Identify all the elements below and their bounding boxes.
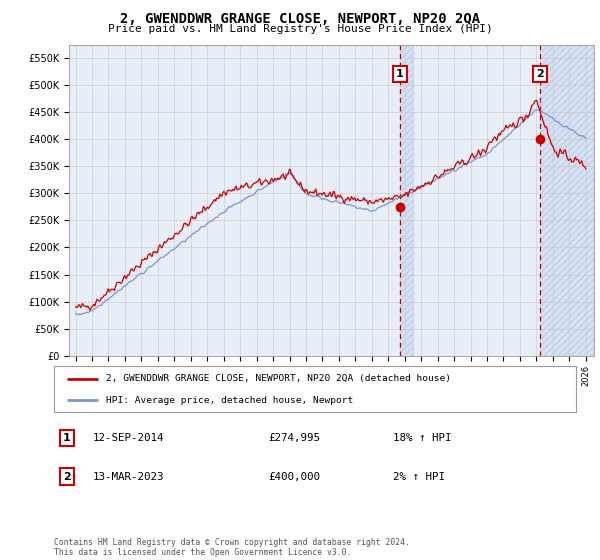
Text: HPI: Average price, detached house, Newport: HPI: Average price, detached house, Newp… (106, 395, 353, 405)
Text: 2% ↑ HPI: 2% ↑ HPI (394, 472, 445, 482)
Text: 2: 2 (536, 69, 544, 80)
Bar (400, 45, 413, 356)
Bar (400, 45, 413, 356)
Text: 13-MAR-2023: 13-MAR-2023 (93, 472, 164, 482)
Text: £400,000: £400,000 (268, 472, 320, 482)
Text: 1: 1 (63, 433, 71, 443)
Bar (540, 45, 594, 356)
Text: Price paid vs. HM Land Registry's House Price Index (HPI): Price paid vs. HM Land Registry's House … (107, 24, 493, 34)
Bar (540, 45, 594, 356)
Text: 18% ↑ HPI: 18% ↑ HPI (394, 433, 452, 443)
Text: 12-SEP-2014: 12-SEP-2014 (93, 433, 164, 443)
Text: £274,995: £274,995 (268, 433, 320, 443)
FancyBboxPatch shape (54, 366, 576, 412)
Text: 1: 1 (396, 69, 404, 80)
Text: 2, GWENDDWR GRANGE CLOSE, NEWPORT, NP20 2QA (detached house): 2, GWENDDWR GRANGE CLOSE, NEWPORT, NP20 … (106, 374, 451, 383)
Text: 2: 2 (63, 472, 71, 482)
Text: Contains HM Land Registry data © Crown copyright and database right 2024.
This d: Contains HM Land Registry data © Crown c… (54, 538, 410, 557)
Text: 2, GWENDDWR GRANGE CLOSE, NEWPORT, NP20 2QA: 2, GWENDDWR GRANGE CLOSE, NEWPORT, NP20 … (120, 12, 480, 26)
